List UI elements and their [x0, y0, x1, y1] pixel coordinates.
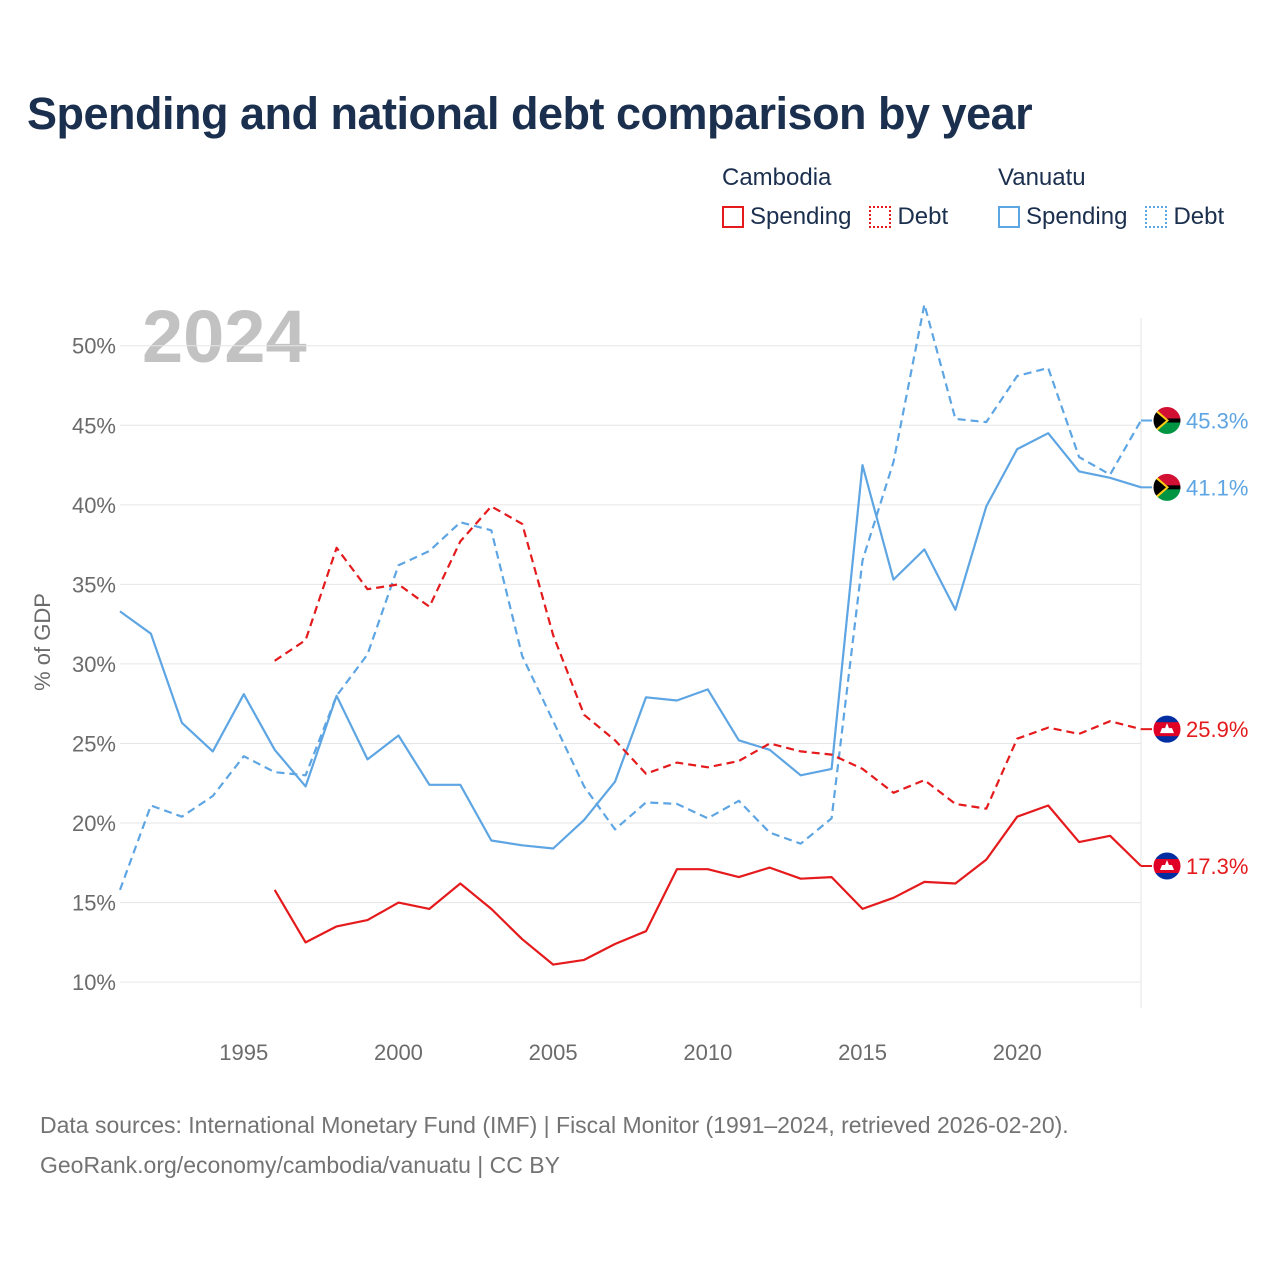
x-tick-label: 2000 — [374, 1040, 423, 1065]
y-tick-label: 30% — [72, 652, 116, 677]
y-tick-label: 50% — [72, 334, 116, 359]
legend-swatch-solid — [998, 206, 1020, 228]
legend-group-name: Vanuatu — [998, 164, 1086, 191]
legend-item-label: Debt — [1173, 203, 1225, 230]
x-tick-label: 1995 — [219, 1040, 268, 1065]
year-watermark: 2024 — [142, 295, 307, 378]
y-tick-label: 10% — [72, 970, 116, 995]
x-tick-label: 2020 — [993, 1040, 1042, 1065]
series-line-cambodia-debt — [274, 505, 1142, 810]
legend-item-vanuatu-debt[interactable]: Debt — [1145, 202, 1224, 232]
line-chart: 2024 10% 15% 20% 25% 30% 35% 40% 45% 50% 1995 2000 2… — [30, 295, 1248, 1065]
y-tick-label: 40% — [72, 493, 116, 518]
x-tick-label: 2010 — [683, 1040, 732, 1065]
legend-item-label: Spending — [1026, 203, 1128, 230]
end-value-label: 17.3% — [1186, 854, 1248, 879]
cambodia-flag-icon — [1152, 714, 1182, 744]
series-line-vanuatu-debt — [118, 303, 1142, 891]
y-tick-label: 20% — [72, 811, 116, 836]
end-value-label: 45.3% — [1186, 409, 1248, 434]
legend-item-label: Debt — [897, 203, 949, 230]
source-note: Data sources: International Monetary Fun… — [40, 1105, 1069, 1185]
legend-group-vanuatu: Vanuatu Spending Debt — [998, 160, 1224, 232]
legend-item-vanuatu-spending[interactable]: Spending — [998, 202, 1127, 232]
series-line-vanuatu-spending — [119, 432, 1142, 850]
legend-item-label: Spending — [750, 203, 852, 230]
cambodia-flag-icon — [1152, 851, 1182, 881]
y-tick-label: 15% — [72, 891, 116, 916]
legend-item-cambodia-debt[interactable]: Debt — [869, 202, 948, 232]
legend-swatch-dotted — [869, 206, 892, 228]
legend-swatch-dotted — [1145, 206, 1168, 228]
chart-title: Spending and national debt comparison by… — [27, 88, 1033, 139]
vanuatu-flag-icon — [1152, 406, 1182, 436]
vanuatu-flag-icon — [1152, 472, 1182, 502]
series-line-cambodia-spending — [273, 804, 1142, 966]
source-line-2[interactable]: GeoRank.org/economy/cambodia/vanuatu | C… — [40, 1152, 560, 1178]
end-value-label: 25.9% — [1186, 717, 1248, 742]
end-value-label: 41.1% — [1186, 475, 1248, 500]
y-tick-label: 35% — [72, 572, 116, 597]
x-tick-label: 2005 — [529, 1040, 578, 1065]
legend-item-cambodia-spending[interactable]: Spending — [722, 202, 851, 232]
y-tick-label: 45% — [72, 413, 116, 438]
x-tick-label: 2015 — [838, 1040, 887, 1065]
source-line-1: Data sources: International Monetary Fun… — [40, 1112, 1069, 1138]
legend-group-name: Cambodia — [722, 164, 832, 191]
y-tick-label: 25% — [72, 731, 116, 756]
legend-swatch-solid — [722, 206, 744, 228]
legend-group-cambodia: Cambodia Spending Debt — [722, 160, 948, 232]
y-axis-label: % of GDP — [30, 593, 55, 691]
